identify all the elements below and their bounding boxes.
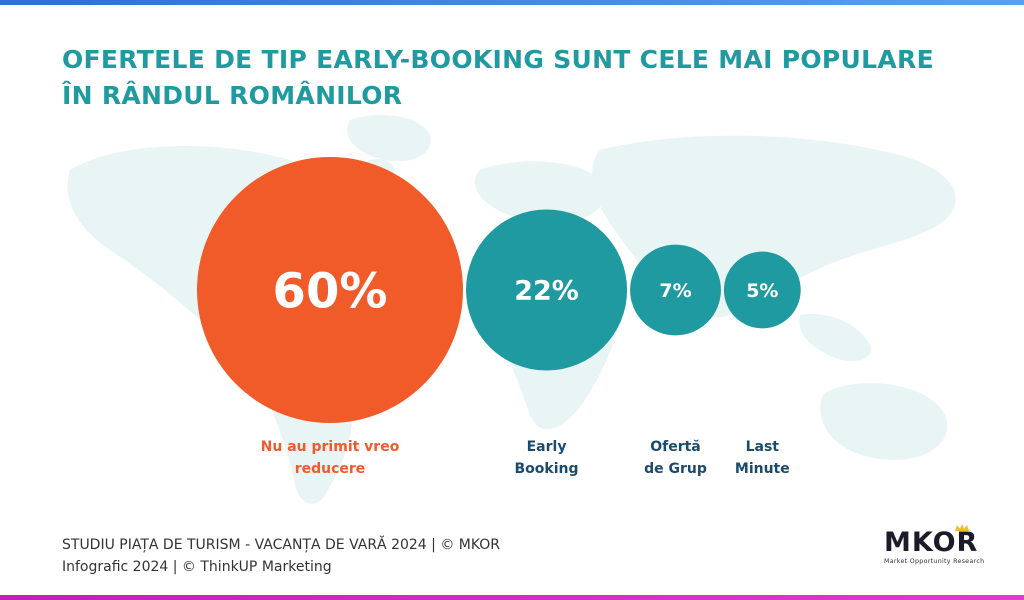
title-line-2: ÎN RÂNDUL ROMÂNILOR (62, 81, 403, 110)
logo-tagline: Market Opportunity Research (884, 558, 985, 565)
bubble-value-label-0: 60% (273, 263, 388, 319)
bubble-3 (723, 251, 801, 329)
category-label-1-line-0: Early (527, 439, 567, 455)
category-label-0-line-1: reducere (295, 461, 366, 477)
category-label-2-line-0: Ofertă (650, 439, 701, 455)
category-label-1-line-1: Booking (515, 461, 579, 477)
bubble-2 (630, 244, 721, 336)
bubble-0 (197, 157, 463, 423)
footer-credit: Infografic 2024 | © ThinkUP Marketing (62, 559, 332, 575)
category-label-3-line-0: Last (746, 439, 780, 455)
logo-wordmark: MKOR (884, 527, 979, 558)
bubble-value-label-1: 22% (514, 276, 579, 307)
footer: STUDIU PIAȚA DE TURISM - VACANȚA DE VARĂ… (62, 534, 500, 578)
category-label-3-line-1: Minute (735, 461, 790, 477)
category-label-2-line-1: de Grup (644, 461, 707, 477)
top-accent-bar (0, 0, 1024, 5)
title-line-1: OFERTELE DE TIP EARLY-BOOKING SUNT CELE … (62, 45, 934, 74)
bubble-value-label-3: 5% (746, 280, 778, 302)
page-title: OFERTELE DE TIP EARLY-BOOKING SUNT CELE … (62, 42, 982, 114)
mkor-logo: MKOR Market Opportunity Research (884, 524, 1000, 576)
crown-icon (955, 524, 969, 531)
footer-source: STUDIU PIAȚA DE TURISM - VACANȚA DE VARĂ… (62, 537, 501, 553)
category-label-0-line-0: Nu au primit vreo (261, 439, 400, 455)
bottom-accent-bar (0, 595, 1024, 600)
bubble-1 (466, 209, 628, 371)
bubble-value-label-2: 7% (659, 280, 691, 302)
